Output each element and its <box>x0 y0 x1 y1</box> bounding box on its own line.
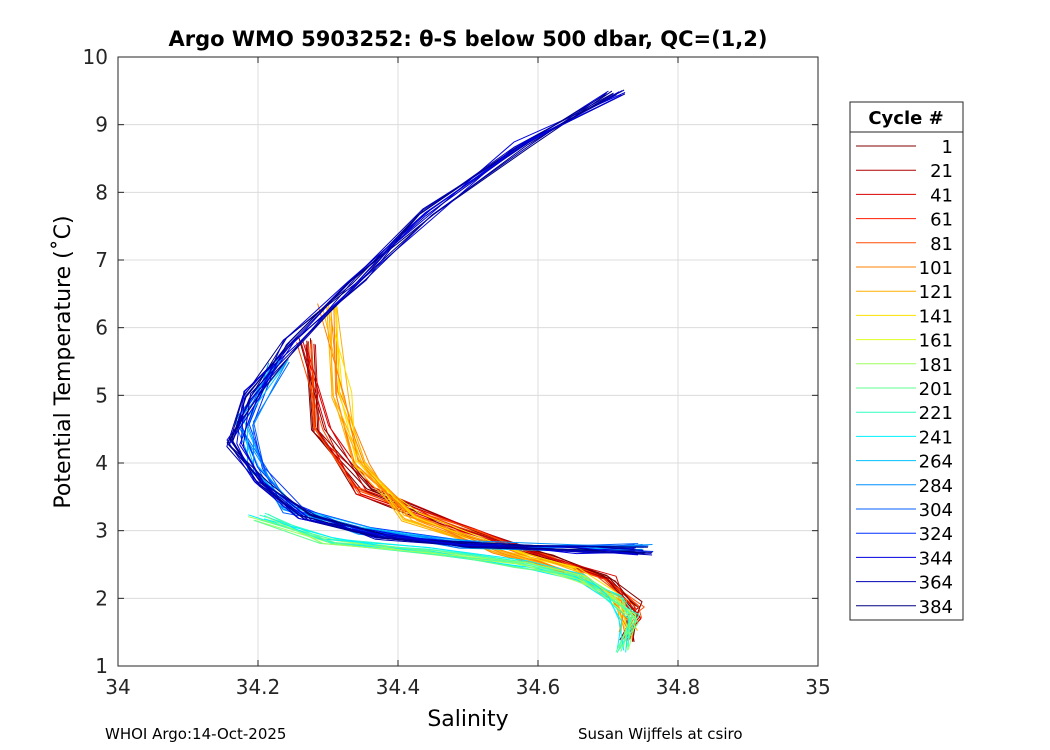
profile-line <box>334 305 629 636</box>
legend-label: 81 <box>930 234 953 255</box>
profile-line <box>264 515 625 651</box>
series-4 <box>226 89 653 556</box>
series-2 <box>247 512 640 653</box>
x-tick-label: 34.4 <box>376 675 421 699</box>
profile-line <box>248 514 623 650</box>
legend-label: 181 <box>919 355 953 376</box>
legend-label: 344 <box>919 548 953 569</box>
x-tick-label: 35 <box>805 675 830 699</box>
profile-line <box>314 344 642 639</box>
y-tick-label: 1 <box>95 654 108 678</box>
legend-label: 41 <box>930 185 953 206</box>
profile-line <box>335 305 628 635</box>
legend-label: 61 <box>930 210 953 231</box>
legend-label: 324 <box>919 524 953 545</box>
profile-line <box>236 94 636 555</box>
plot-frame <box>117 56 819 667</box>
y-tick-label: 2 <box>95 586 108 610</box>
grid <box>118 57 818 666</box>
x-axis-label: Salinity <box>427 707 508 732</box>
profile-line <box>242 94 635 549</box>
y-tick-label: 9 <box>95 113 108 137</box>
legend-label: 1 <box>942 137 953 158</box>
profile-line <box>300 342 636 636</box>
footer-left-text: WHOI Argo:14-Oct-2025 <box>105 725 287 743</box>
profile-series <box>226 89 654 653</box>
legend-label: 304 <box>919 500 953 521</box>
profile-line <box>228 91 643 555</box>
legend-label: 101 <box>919 258 953 279</box>
profile-line <box>231 92 644 551</box>
profile-line <box>311 340 638 640</box>
legend: Cycle # 12141618110112114116118120122124… <box>849 101 964 621</box>
profile-line <box>229 89 636 552</box>
x-tick-label: 34.2 <box>236 675 281 699</box>
profile-line <box>228 90 649 548</box>
y-axis-label: Potential Temperature (˚C) <box>51 215 76 508</box>
y-tick-label: 10 <box>83 45 108 69</box>
profile-line <box>226 94 637 555</box>
footer-right-text: Susan Wijffels at csiro <box>578 725 743 743</box>
profile-line <box>335 303 626 636</box>
x-tick-label: 34.6 <box>516 675 561 699</box>
y-tick-label: 5 <box>95 383 108 407</box>
legend-label: 121 <box>919 282 953 303</box>
profile-line <box>226 90 636 552</box>
x-tick-label: 34.8 <box>656 675 701 699</box>
profile-line <box>298 337 643 637</box>
profile-line <box>259 519 633 652</box>
chart-title: Argo WMO 5903252: θ-S below 500 dbar, QC… <box>169 27 768 51</box>
legend-label: 284 <box>919 476 953 497</box>
profile-line <box>230 93 653 553</box>
legend-items: 1214161811011211411611812012212412642843… <box>856 137 953 618</box>
profile-line <box>226 90 653 556</box>
legend-label: 384 <box>919 597 953 618</box>
y-tick-label: 6 <box>95 316 108 340</box>
profile-line <box>296 342 645 638</box>
profile-line <box>239 92 652 554</box>
x-tick-label: 34 <box>105 675 130 699</box>
profile-line <box>265 516 637 650</box>
profile-line <box>313 343 633 639</box>
legend-label: 364 <box>919 573 953 594</box>
profile-line <box>335 308 630 635</box>
profile-line <box>231 93 646 554</box>
legend-label: 241 <box>919 427 953 448</box>
profile-line <box>307 341 641 642</box>
y-tick-label: 8 <box>95 180 108 204</box>
legend-label: 221 <box>919 403 953 424</box>
legend-label: 161 <box>919 331 953 352</box>
profile-line <box>336 306 624 634</box>
y-tick-label: 4 <box>95 451 108 475</box>
y-tick-label: 7 <box>95 248 108 272</box>
y-tick-label: 3 <box>95 519 108 543</box>
legend-label: 21 <box>930 161 953 182</box>
legend-title: Cycle # <box>868 108 943 129</box>
profile-line <box>262 519 631 651</box>
legend-label: 264 <box>919 452 953 473</box>
profile-line <box>247 516 630 647</box>
legend-label: 201 <box>919 379 953 400</box>
legend-label: 141 <box>919 306 953 327</box>
profile-line <box>232 92 645 554</box>
